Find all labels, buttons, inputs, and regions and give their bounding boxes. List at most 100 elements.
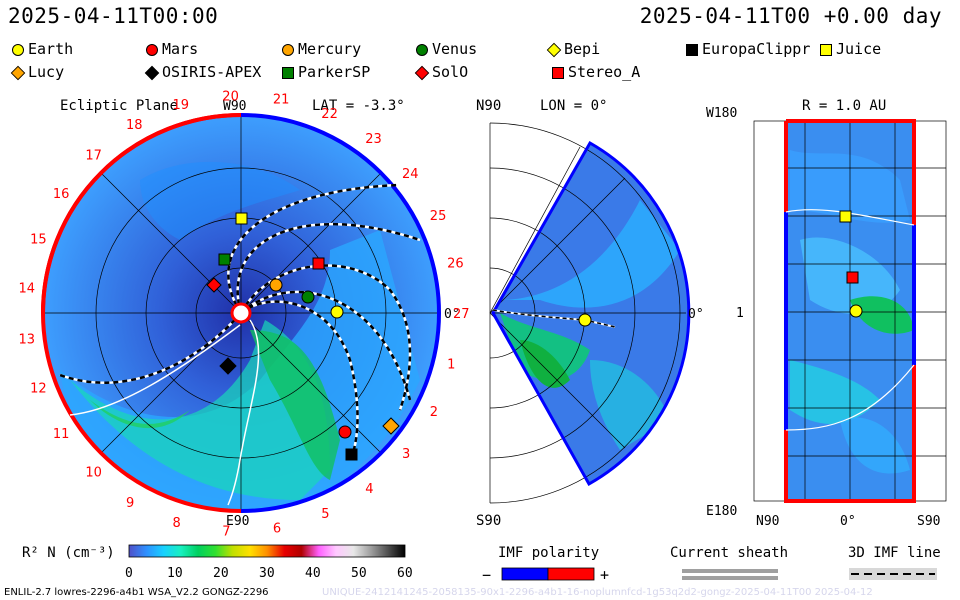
rotation-number: 14 — [19, 282, 36, 297]
legend-label: Earth — [28, 40, 74, 58]
rotation-number: 10 — [85, 466, 102, 481]
imf-negative-swatch — [501, 567, 549, 581]
legend-item-bepi: Bepi — [546, 40, 601, 58]
shell-x-label-2: S90 — [917, 514, 940, 529]
legend-item-mars: Mars — [146, 40, 198, 58]
meridional-right-label: 0° — [688, 307, 704, 322]
ecliptic-right-label: 0° — [444, 307, 460, 322]
colorbar-tick-label: 20 — [213, 566, 229, 581]
rotation-number: 13 — [19, 332, 36, 347]
colorbar-tick-label: 10 — [167, 566, 183, 581]
legend-item-venus: Venus — [416, 40, 477, 58]
shell-bottom-left-label: E180 — [706, 504, 737, 519]
imf-polarity-legend: IMF polarity − + — [482, 545, 609, 584]
meridional-lon-label: LON = 0° — [540, 98, 607, 114]
legend-label: ParkerSP — [298, 63, 371, 81]
ecliptic-bottom-label: E90 — [226, 514, 249, 529]
legend-square-marker — [686, 44, 698, 56]
rotation-number: 25 — [430, 209, 447, 224]
current-sheath-title: Current sheath — [670, 545, 788, 561]
colorbar-title: R² N (cm⁻³) — [22, 545, 115, 561]
rotation-number: 11 — [53, 427, 70, 442]
footer-run-id: UNIQUE-2412141245-2058135-90x1-2296-a4b1… — [322, 587, 873, 598]
legend-label: EuropaClippr — [702, 40, 811, 58]
legend-label: Mercury — [298, 40, 362, 58]
footer-model-info: ENLIL-2.7 lowres-2296-a4b1 WSA_V2.2 GONG… — [4, 587, 269, 598]
rotation-number: 2 — [430, 405, 438, 420]
legend-item-stereo-a: Stereo_A — [552, 63, 640, 81]
meridional-bottom-label: S90 — [476, 513, 501, 529]
current-sheath-legend: Current sheath — [670, 545, 788, 580]
legend-item-earth: Earth — [12, 40, 73, 58]
legend-label: Stereo_A — [568, 63, 641, 81]
legend-circle-marker — [146, 44, 158, 56]
shell-panel: R = 1.0 AU W180 E180 1 N90 0° S90 — [706, 98, 947, 529]
imf-minus: − — [482, 566, 491, 584]
legend-square-marker — [282, 67, 294, 79]
rotation-number: 26 — [447, 257, 464, 272]
rotation-number: 8 — [173, 516, 181, 531]
header-timestamp-left: 2025-04-11T00:00 — [8, 4, 219, 28]
colorbar-gradient — [129, 545, 405, 557]
rotation-number: 1 — [447, 357, 455, 372]
shell-top-left-label: W180 — [706, 106, 737, 121]
ecliptic-panel: Ecliptic Plane LAT = -3.3° W90 E90 0° 1 2… — [19, 89, 470, 539]
rotation-number: 4 — [365, 482, 373, 497]
ecliptic-top-label: W90 — [223, 99, 246, 114]
rotation-number: 5 — [321, 507, 329, 522]
shell-x-label-0: N90 — [756, 514, 779, 529]
colorbar-tick-label: 50 — [351, 566, 367, 581]
rotation-number: 18 — [126, 118, 143, 133]
legend-label: Bepi — [564, 40, 601, 58]
rotation-number: 15 — [30, 232, 47, 247]
colorbar-tick-label: 0 — [125, 566, 133, 581]
legend-label: Venus — [432, 40, 478, 58]
legend-label: Lucy — [28, 63, 65, 81]
legend-circle-marker — [416, 44, 428, 56]
rotation-number: 16 — [53, 187, 70, 202]
rotation-number: 6 — [273, 522, 281, 537]
imf-title: IMF polarity — [498, 545, 599, 561]
rotation-number: 22 — [321, 107, 338, 122]
legend-item-solo: SolO — [414, 63, 469, 81]
imf-plus: + — [600, 566, 609, 584]
legend-item-lucy: Lucy — [10, 63, 65, 81]
colorbar-tick-label: 40 — [305, 566, 321, 581]
legend-square-marker — [820, 44, 832, 56]
shell-mid-left-label: 1 — [736, 306, 744, 321]
rotation-number: 7 — [222, 525, 230, 540]
colorbar: R² N (cm⁻³) 0 10 20 30 40 50 60 — [22, 544, 413, 581]
colorbar-tick-label: 60 — [397, 566, 413, 581]
legend-item-parkersp: ParkerSP — [282, 63, 370, 81]
legend-item-osiris-apex: OSIRIS-APEX — [144, 63, 262, 81]
rotation-number: 21 — [273, 92, 290, 107]
ecliptic-title: Ecliptic Plane — [60, 98, 178, 114]
shell-x-label-1: 0° — [840, 514, 856, 529]
legend-square-marker — [552, 67, 564, 79]
imf-positive-swatch — [547, 567, 595, 581]
imf-line-title: 3D IMF line — [848, 545, 941, 561]
header-timestamp-right: 2025-04-11T00 +0.00 day — [639, 4, 942, 28]
legend-circle-marker — [12, 44, 24, 56]
rotation-number: 27 — [453, 307, 470, 322]
colorbar-tick-label: 30 — [259, 566, 275, 581]
legend-label: OSIRIS-APEX — [162, 63, 262, 81]
rotation-number: 19 — [173, 98, 190, 113]
rotation-number: 24 — [402, 167, 419, 182]
meridional-panel: N90 LON = 0° S90 0° — [476, 98, 704, 529]
rotation-number: 9 — [126, 496, 134, 511]
legend-item-mercury: Mercury — [282, 40, 361, 58]
rotation-number: 17 — [85, 148, 102, 163]
rotation-number: 3 — [402, 447, 410, 462]
shell-title: R = 1.0 AU — [802, 98, 886, 114]
imf-line-legend: 3D IMF line — [848, 545, 941, 580]
legend-label: SolO — [432, 63, 469, 81]
legend-item-europaclippr: EuropaClippr — [686, 40, 810, 58]
legend-item-juice: Juice — [820, 40, 881, 58]
meridional-top-label: N90 — [476, 98, 501, 114]
ecliptic-lat-label: LAT = -3.3° — [312, 98, 405, 114]
legend-circle-marker — [282, 44, 294, 56]
rotation-number: 23 — [365, 132, 382, 147]
legend-label: Juice — [836, 40, 882, 58]
